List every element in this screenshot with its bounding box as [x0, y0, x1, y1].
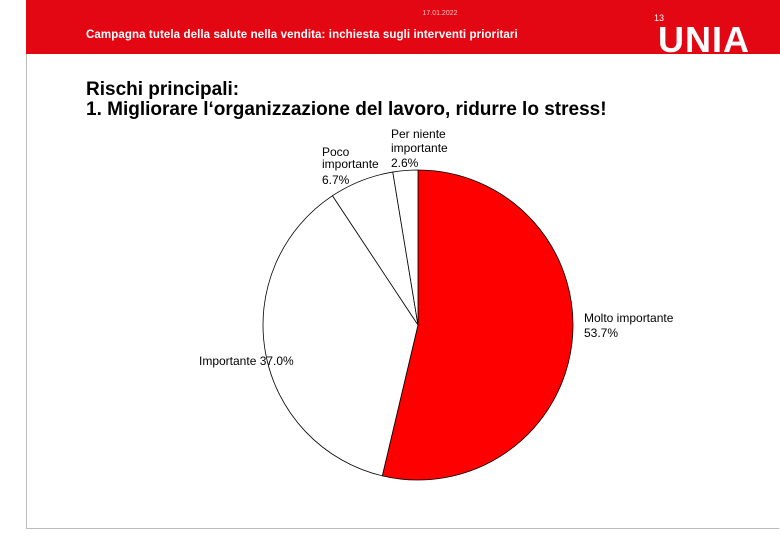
- header-date: 17.01.2022: [422, 10, 458, 17]
- slide-title-line1: Rischi principali:: [86, 79, 240, 100]
- pie-slice-molto-importante: [381, 169, 574, 481]
- slice-label-poco-importante-line1: Poco: [322, 145, 350, 159]
- slice-label-per-niente-importante-line2: importante: [391, 141, 448, 155]
- slice-label-poco-importante-line2: importante: [322, 157, 379, 171]
- slice-label-importante: Importante 37.0%: [199, 354, 294, 368]
- unia-logo: UNIA: [658, 19, 750, 60]
- header-subtitle: Campagna tutela della salute nella vendi…: [86, 29, 518, 41]
- slice-value-per-niente-importante: 2.6%: [391, 156, 419, 170]
- logo-background: [654, 0, 780, 54]
- slide-title-line2: 1. Migliorare l‘organizzazione del lavor…: [86, 99, 607, 120]
- pie-slice-per-niente-importante: [392, 169, 419, 326]
- slice-label-molto-importante: Molto importante: [584, 311, 674, 325]
- slide-title: Rischi principali: 1. Migliorare l‘organ…: [86, 80, 607, 120]
- page-number: 13: [654, 13, 665, 23]
- slice-value-molto-importante: 53.7%: [584, 326, 618, 340]
- header-band: [26, 0, 654, 54]
- slice-label-per-niente-importante-line1: Per niente: [391, 127, 446, 141]
- slice-value-poco-importante: 6.7%: [322, 173, 350, 187]
- slide-frame: [26, 54, 779, 529]
- pie-slice-importante: [262, 195, 419, 477]
